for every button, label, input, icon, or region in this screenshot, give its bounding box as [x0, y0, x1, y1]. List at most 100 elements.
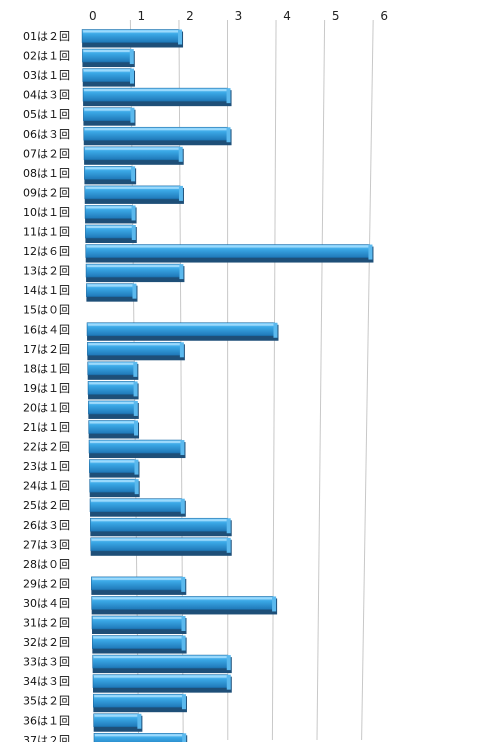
bar-highlight — [89, 421, 135, 424]
category-label: 15は０回 — [23, 304, 70, 317]
bar-end-cap — [226, 674, 231, 690]
bar-end-cap — [272, 596, 277, 612]
category-label: 25は２回 — [23, 499, 70, 512]
category-label: 34は３回 — [23, 675, 70, 688]
grid-line-4 — [271, 19, 277, 741]
bar — [82, 48, 135, 68]
bar-end-cap — [178, 29, 183, 45]
bar-highlight — [90, 480, 135, 483]
category-label: 01は２回 — [23, 30, 70, 43]
bar-highlight — [94, 734, 183, 737]
bar-end-cap — [180, 440, 185, 456]
bar-end-cap — [178, 146, 183, 162]
bar — [82, 87, 232, 107]
bar-end-cap — [181, 694, 186, 710]
bar-highlight — [84, 108, 131, 111]
category-labels: 01は２回 02は１回 03は１回 04は３回 05は１回 06は３回 07は２回 08は１回… — [23, 30, 70, 742]
category-label: 36は１回 — [23, 714, 70, 727]
bar — [92, 674, 232, 693]
category-label: 18は１回 — [23, 362, 70, 375]
category-label: 04は３回 — [23, 89, 70, 102]
bar-end-cap — [134, 459, 139, 475]
category-label: 12は６回 — [23, 245, 70, 258]
bar-highlight — [86, 206, 132, 209]
bar-end-cap — [131, 166, 136, 182]
bars — [81, 29, 374, 742]
bar-end-cap — [226, 88, 231, 104]
bar — [83, 126, 232, 146]
category-label: 37は２回 — [23, 734, 70, 742]
bar — [84, 205, 137, 224]
bar-end-cap — [180, 498, 185, 514]
bar-highlight — [85, 186, 179, 189]
bar-highlight — [84, 89, 227, 92]
grid-line-5 — [316, 19, 326, 741]
bar — [85, 263, 185, 283]
bar — [91, 615, 187, 634]
bar-end-cap — [273, 322, 278, 338]
bar — [91, 596, 278, 615]
bar-highlight — [87, 265, 180, 268]
bar-highlight — [85, 167, 132, 170]
bar-highlight — [87, 284, 133, 287]
bar-highlight — [92, 577, 182, 580]
bar — [87, 361, 139, 380]
bar-highlight — [89, 382, 134, 385]
bar — [93, 713, 143, 732]
x-tick-label: 6 — [380, 9, 388, 23]
category-label: 24は１回 — [23, 480, 70, 493]
bar-highlight — [93, 636, 182, 639]
category-label: 20は１回 — [23, 401, 70, 414]
bar-end-cap — [226, 127, 231, 143]
bar — [83, 107, 136, 126]
category-label: 29は２回 — [23, 577, 70, 590]
bar — [90, 537, 232, 556]
bar-end-cap — [226, 518, 231, 534]
bar-highlight — [90, 441, 181, 444]
bar — [90, 517, 232, 537]
category-label: 27は３回 — [23, 538, 70, 551]
bar — [92, 635, 187, 654]
category-label: 32は２回 — [23, 636, 70, 649]
bar — [87, 341, 185, 361]
category-label: 14は１回 — [23, 284, 70, 297]
category-label: 26は３回 — [23, 519, 70, 532]
bar — [93, 732, 188, 742]
category-label: 07は２回 — [23, 147, 70, 160]
bar-end-cap — [182, 733, 187, 742]
bar-highlight — [86, 226, 132, 228]
bar-end-cap — [131, 225, 136, 240]
category-label: 09は２回 — [23, 186, 70, 199]
bar — [88, 400, 139, 419]
bar-end-cap — [137, 713, 142, 729]
category-label: 19は１回 — [23, 382, 70, 395]
bar-highlight — [85, 147, 179, 150]
bar-highlight — [86, 245, 369, 248]
bar-highlight — [94, 675, 227, 678]
bar-end-cap — [226, 537, 231, 553]
bar — [83, 146, 184, 165]
bar — [89, 478, 140, 498]
bar-end-cap — [134, 479, 139, 495]
category-label: 03は１回 — [23, 69, 70, 82]
bar-end-cap — [181, 576, 186, 592]
bar — [88, 420, 140, 439]
bar-end-cap — [178, 185, 183, 201]
bar-highlight — [88, 362, 134, 365]
bar — [85, 224, 137, 243]
bar-highlight — [92, 597, 273, 600]
bar-highlight — [93, 656, 227, 659]
category-label: 31は２回 — [23, 617, 70, 630]
bar — [81, 29, 184, 48]
bar-end-cap — [226, 655, 231, 671]
bar — [85, 244, 374, 263]
category-label: 35は２回 — [23, 695, 70, 708]
bar-highlight — [83, 30, 179, 33]
bar-highlight — [90, 460, 135, 463]
bar — [89, 459, 140, 478]
bar-end-cap — [130, 68, 135, 84]
bar — [82, 68, 136, 87]
bar-end-cap — [179, 342, 184, 358]
bar-highlight — [88, 343, 180, 346]
